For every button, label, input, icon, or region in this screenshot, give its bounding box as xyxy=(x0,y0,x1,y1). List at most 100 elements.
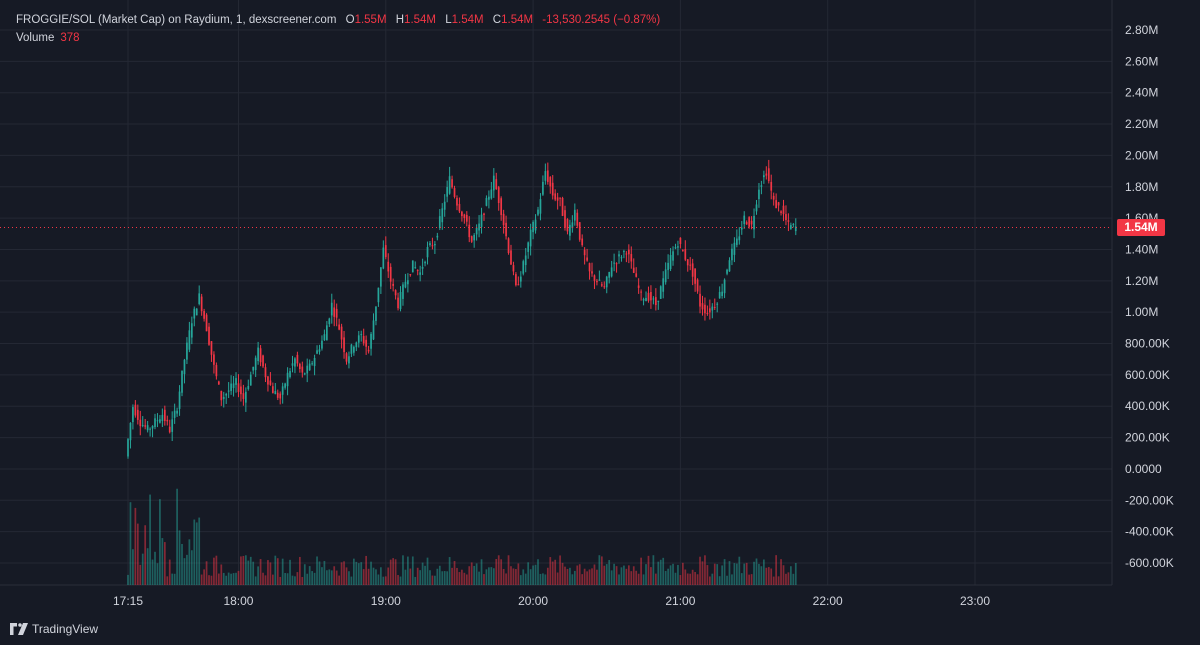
volume-bar xyxy=(694,571,696,585)
y-tick-label: 800.00K xyxy=(1125,337,1170,351)
symbol-title[interactable]: FROGGIE/SOL (Market Cap) on Raydium, 1, … xyxy=(16,14,337,26)
volume-bar xyxy=(213,557,215,585)
candle-body xyxy=(488,196,490,200)
volume-bar xyxy=(448,557,451,585)
volume-bar xyxy=(704,555,706,585)
y-tick-label: 2.60M xyxy=(1125,54,1158,68)
candle-body xyxy=(578,222,581,240)
volume-bar xyxy=(512,568,515,585)
candle-body xyxy=(456,197,458,206)
y-tick-label: 200.00K xyxy=(1125,431,1170,445)
volume-bar xyxy=(159,499,161,585)
candle-body xyxy=(318,349,321,352)
candle-body xyxy=(777,202,780,206)
volume-bar xyxy=(711,573,714,585)
volume-bar xyxy=(740,573,743,585)
volume-value: 378 xyxy=(60,32,80,44)
candle-body xyxy=(178,391,181,409)
candle-body xyxy=(154,418,156,427)
volume-bar xyxy=(338,575,340,585)
candle-body xyxy=(647,292,650,301)
candle-body xyxy=(780,211,782,213)
candle-body xyxy=(654,297,657,306)
candle-body xyxy=(384,245,387,258)
candle-body xyxy=(763,175,765,178)
volume-bar xyxy=(613,563,615,585)
candle-body xyxy=(519,276,522,282)
tradingview-logo-icon xyxy=(10,623,28,635)
y-tick-label: 0.0000 xyxy=(1125,462,1162,476)
candle-body xyxy=(168,426,171,433)
volume-bar xyxy=(382,576,385,585)
volume-bar xyxy=(144,525,147,585)
candle-body xyxy=(183,359,186,375)
candle-body xyxy=(723,279,726,294)
candle-body xyxy=(704,304,706,314)
candle-body xyxy=(284,383,286,388)
volume-bar xyxy=(151,559,154,585)
candle-body xyxy=(510,250,512,265)
candle-body xyxy=(485,197,488,206)
volume-bar xyxy=(389,559,392,585)
volume-bar xyxy=(571,574,574,585)
volume-bar xyxy=(569,567,571,585)
candle-body xyxy=(731,248,733,261)
volume-bar xyxy=(735,563,738,585)
volume-bar xyxy=(635,570,638,585)
candle-body xyxy=(220,390,223,401)
volume-bar xyxy=(365,555,368,585)
candle-body xyxy=(323,334,326,341)
candle-body xyxy=(306,365,309,374)
y-tick-label: 1.20M xyxy=(1125,274,1158,288)
volume-bar xyxy=(505,573,507,585)
volume-bar xyxy=(308,566,311,585)
volume-bar xyxy=(674,572,677,585)
candle-body xyxy=(549,177,552,187)
volume-bar xyxy=(262,572,264,585)
volume-bar xyxy=(659,559,662,585)
candle-body xyxy=(706,312,709,314)
candle-body xyxy=(389,266,392,282)
candle-body xyxy=(355,342,358,348)
candle-body xyxy=(522,261,525,274)
volume-bar xyxy=(377,574,380,585)
candle-body xyxy=(254,357,257,371)
volume-bar xyxy=(426,557,429,585)
volume-bar xyxy=(583,568,586,585)
volume-bar xyxy=(657,561,660,585)
tradingview-brand[interactable]: TradingView xyxy=(10,622,98,636)
candle-body xyxy=(662,278,665,292)
y-tick-label: 600.00K xyxy=(1125,368,1170,382)
candle-body xyxy=(365,339,368,347)
volume-bar xyxy=(289,559,291,585)
candle-body xyxy=(576,212,579,226)
candle-body xyxy=(141,425,144,427)
volume-bar xyxy=(566,568,569,585)
candle-body xyxy=(357,335,360,343)
candle-body xyxy=(173,410,176,418)
candle-body xyxy=(230,383,232,391)
candle-body xyxy=(274,391,277,395)
volume-bar xyxy=(605,564,608,585)
volume-bar xyxy=(195,522,198,585)
candle-body xyxy=(333,307,336,317)
volume-bar xyxy=(713,563,716,585)
volume-bar xyxy=(689,573,692,585)
volume-bar xyxy=(311,571,313,585)
volume-bar xyxy=(451,567,453,585)
candle-body xyxy=(524,255,527,266)
volume-bar xyxy=(397,575,399,585)
volume-bar xyxy=(630,571,633,585)
candle-body xyxy=(713,306,716,308)
candle-body xyxy=(392,283,395,286)
candle-body xyxy=(642,299,645,301)
candle-body xyxy=(335,308,338,318)
volume-bar xyxy=(384,576,387,585)
volume-bar xyxy=(161,538,164,585)
candle-body xyxy=(421,266,424,269)
volume-bar xyxy=(721,565,723,585)
volume-bar xyxy=(483,574,485,585)
volume-bar xyxy=(141,553,144,585)
